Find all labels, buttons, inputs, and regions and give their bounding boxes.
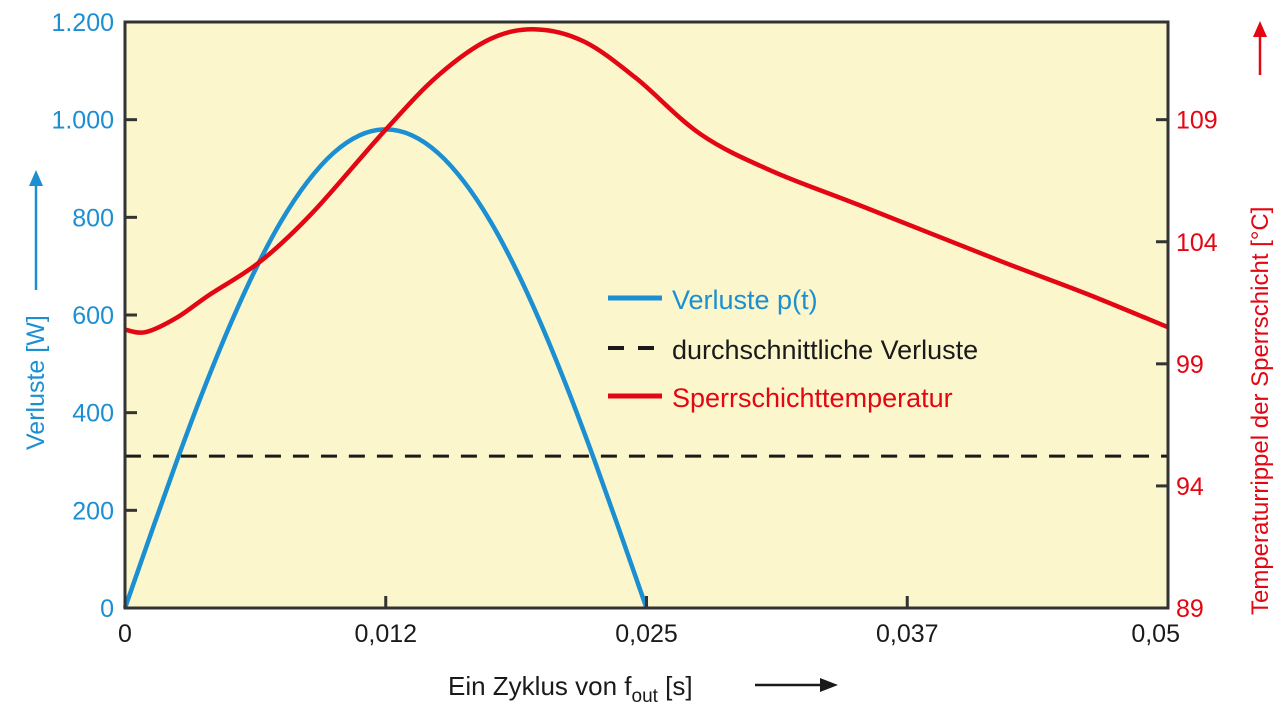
x-tick-label: 0,037 [876,620,939,648]
y-left-tick-label: 400 [72,400,114,428]
y-right-tick-label: 109 [1176,107,1218,135]
legend: Verluste p(t) durchschnittliche Verluste… [608,285,978,413]
y-left-tick-label: 1.200 [51,9,114,37]
y-left-tick-label: 0 [100,595,114,623]
y-left-tick-label: 800 [72,204,114,232]
y-left-title: Verluste [W] [22,170,50,450]
y-right-tick-label: 89 [1176,595,1204,623]
y-left-tick-label: 600 [72,302,114,330]
x-tick-label: 0,025 [615,620,678,648]
y-left-tick-label: 200 [72,497,114,525]
y-right-title: Temperaturrippel der Sperrschicht [°C] [1247,21,1274,615]
plot-area [125,22,1168,608]
y-right-tick-label: 94 [1176,473,1204,501]
legend-label-verluste: Verluste p(t) [672,285,818,315]
y-left-arrowhead-icon [29,170,43,186]
y-right-tick-label: 104 [1176,229,1218,257]
x-tick-label: 0,012 [354,620,417,648]
y-left-label: Verluste [W] [22,315,50,450]
x-label: Ein Zyklus von fout [s] [448,671,693,707]
y-left-tick-label: 1.000 [51,107,114,135]
x-tick-label: 0,05 [1131,620,1180,648]
x-arrowhead-icon [820,678,838,692]
series-temperatur-line [124,27,1169,335]
legend-label-temperatur: Sperrschichttemperatur [672,383,953,413]
y-right-arrowhead-icon [1253,21,1267,37]
legend-label-durchschnitt: durchschnittliche Verluste [672,335,978,365]
x-title: Ein Zyklus von fout [s] [448,671,838,707]
y-right-label: Temperaturrippel der Sperrschicht [°C] [1247,207,1274,615]
x-tick-label: 0 [118,620,132,648]
y-right-tick-label: 99 [1176,351,1204,379]
